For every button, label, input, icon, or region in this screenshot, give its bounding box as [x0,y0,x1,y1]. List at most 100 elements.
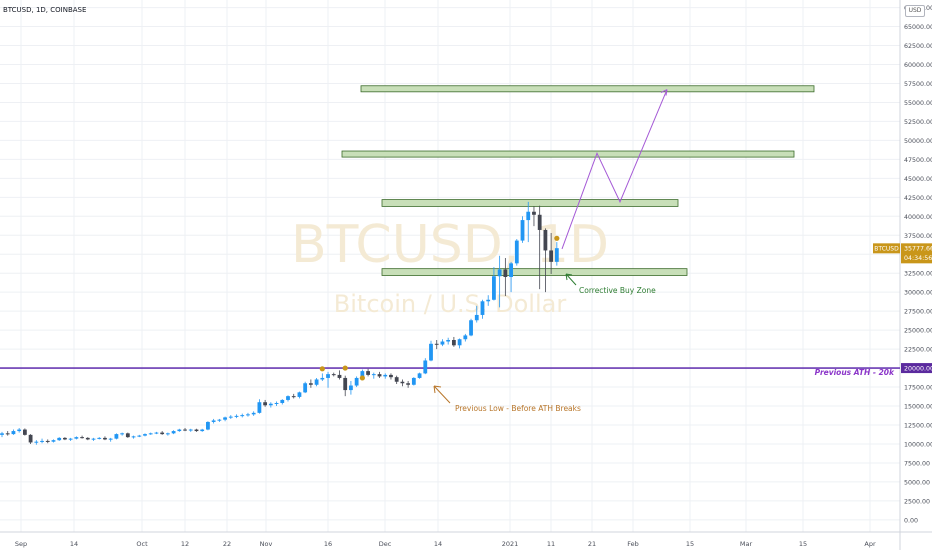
candle [514,239,519,266]
candle [183,428,187,432]
candle [400,379,405,387]
candle-body [400,381,405,384]
y-tick-label: 12500.00 [904,422,932,429]
candle [194,428,199,432]
candle [160,431,165,435]
y-tick-label: 0.00 [904,517,918,524]
candle-body [194,429,199,432]
candle-body [389,374,393,378]
candle-body [28,434,33,443]
price-tag-value: 35777.66 [904,246,932,253]
candle-body [74,437,79,439]
candle-body [165,433,170,435]
candle [228,415,233,419]
marker-dot [319,366,325,372]
candle-body [486,299,491,302]
candle-body [246,414,250,416]
y-tick-label: 52500.00 [904,119,932,126]
currency-button[interactable]: USD [905,5,925,17]
candle-body [303,383,308,393]
price-tag-symbol: BTCUSD [874,246,899,253]
candle [63,437,67,441]
candle-body [446,339,451,342]
candle-body [22,429,27,435]
previous-low-arrow [433,385,451,404]
candle [51,439,56,443]
candle [486,295,491,306]
x-tick-label: 14 [70,540,78,548]
y-tick-label: 7500.00 [904,460,930,467]
candle-body [371,374,376,376]
marker-dot [342,365,348,371]
candle-body [80,437,84,439]
candle-body [297,392,302,397]
candle-body [440,341,445,345]
ath-line-label: Previous ATH - 20k [815,368,895,377]
candle-body [343,377,348,391]
candle-body [423,360,428,374]
candle [148,432,153,435]
candle [446,337,451,345]
candle-body [480,301,485,315]
candle [337,370,342,380]
candle [143,433,147,437]
candle-body [429,343,433,361]
candle [314,377,319,387]
ath-tag-value: 20000.00 [904,365,932,372]
candle-body [11,431,16,435]
marker-dot [359,375,365,381]
candle [177,428,182,432]
candle-body [234,415,239,417]
candle [463,333,468,342]
candle-body [451,339,456,346]
y-tick-label: 27500.00 [904,309,932,316]
candle [80,435,84,439]
y-tick-label: 50000.00 [904,138,932,145]
x-tick-label: Mar [740,540,753,548]
candle [554,242,559,266]
candle-body [211,420,216,422]
zone-48k [341,150,795,158]
y-tick-label: 47500.00 [904,157,932,164]
candle-body [434,343,439,345]
x-tick-label: Nov [260,540,273,548]
candle [457,338,462,349]
candle [429,340,433,362]
candle [114,433,119,440]
candle [217,418,222,422]
candle-body [188,429,193,431]
candle-body [51,440,56,442]
y-tick-label: 55000.00 [904,100,932,107]
x-tick-label: Apr [864,540,876,548]
candle [469,318,473,337]
candle [297,391,302,399]
zone-41k [381,199,679,207]
y-tick-label: 42500.00 [904,195,932,202]
candle [34,440,39,445]
candle [326,371,330,388]
corrective-buy-zone-label: Corrective Buy Zone [579,286,656,295]
candle [154,431,159,435]
candle [234,414,239,419]
candle-body [526,211,531,221]
x-tick-label: 12 [181,540,189,548]
candle [331,372,336,377]
x-tick-label: 16 [324,540,332,548]
candle [223,416,227,422]
candle [532,206,536,227]
candle-body [103,437,107,440]
symbol-header: BTCUSD, 1D, COINBASE [3,6,87,14]
candle [68,437,73,441]
x-tick-label: 2021 [502,540,519,548]
y-tick-label: 30000.00 [904,290,932,297]
zone-32k [381,268,688,276]
candle [85,437,90,441]
candle [389,373,393,380]
candle-body [286,396,290,400]
candle [377,371,382,378]
candle [17,428,22,433]
candle-body [497,269,502,277]
candle-body [68,438,73,440]
candle-body [57,437,62,441]
